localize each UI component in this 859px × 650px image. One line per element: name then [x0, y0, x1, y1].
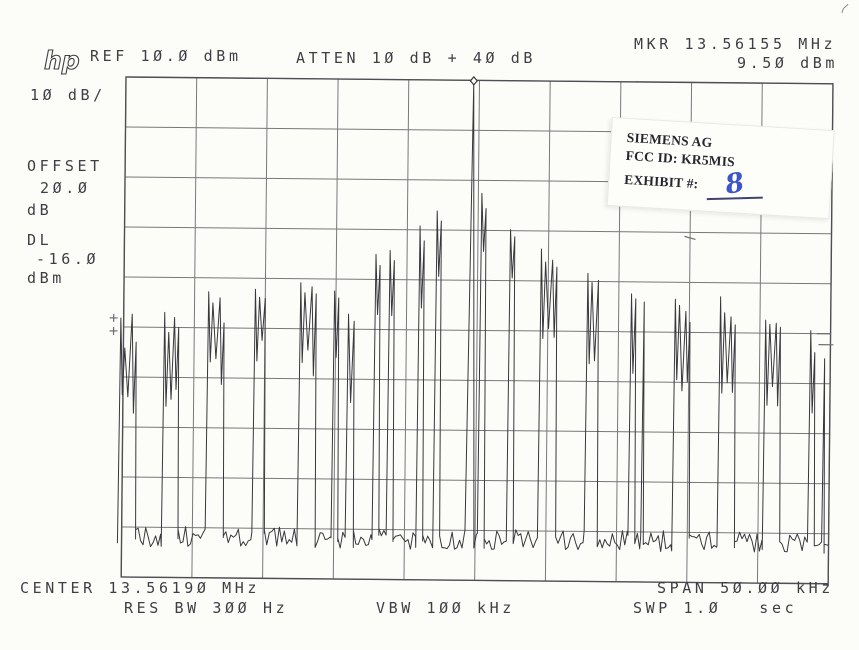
vbw-label: VBW 1ØØ kHz — [376, 599, 515, 617]
center-frequency-label: CENTER 13.5619Ø MHz — [20, 579, 260, 597]
display-line-value: -16.Ø — [36, 250, 100, 268]
scale-per-div-label: 1Ø dB/ — [30, 86, 106, 104]
corner-pen-mark — [841, 3, 849, 14]
res-bw-label: RES BW 3ØØ Hz — [124, 599, 289, 617]
fcc-exhibit-sticker: SIEMENS AG FCC ID: KR5MIS EXHIBIT #: 8 — [606, 117, 835, 220]
hp-logo-text: hp — [44, 46, 80, 75]
attenuation-label: ATTEN 1Ø dB + 4Ø dB — [296, 49, 536, 67]
scan-artifacts — [109, 235, 834, 346]
sweep-time-label: SWP 1.Ø sec — [633, 599, 798, 617]
offset-label: OFFSET — [27, 157, 103, 175]
ref-level-label: REF 1Ø.Ø dBm — [90, 47, 242, 65]
marker-frequency-readout: MKR 13.56155 MHz — [634, 35, 837, 53]
marker-symbol — [469, 75, 479, 86]
display-line-label: DL — [27, 231, 53, 249]
hp-logo-icon: hp — [43, 45, 80, 75]
span-label: SPAN 5Ø.ØØ kHz — [657, 579, 834, 597]
exhibit-number-underline: 8 — [706, 167, 763, 201]
spectrum-trace — [116, 82, 829, 554]
marker-amplitude-readout: 9.5Ø dBm — [737, 54, 839, 72]
handwritten-exhibit-number: 8 — [722, 167, 747, 201]
offset-value: 2Ø.Ø — [40, 179, 91, 197]
sticker-exhibit-label: EXHIBIT #: — [623, 171, 699, 192]
offset-unit: dB — [27, 201, 53, 219]
display-line-unit: dBm — [27, 269, 65, 287]
